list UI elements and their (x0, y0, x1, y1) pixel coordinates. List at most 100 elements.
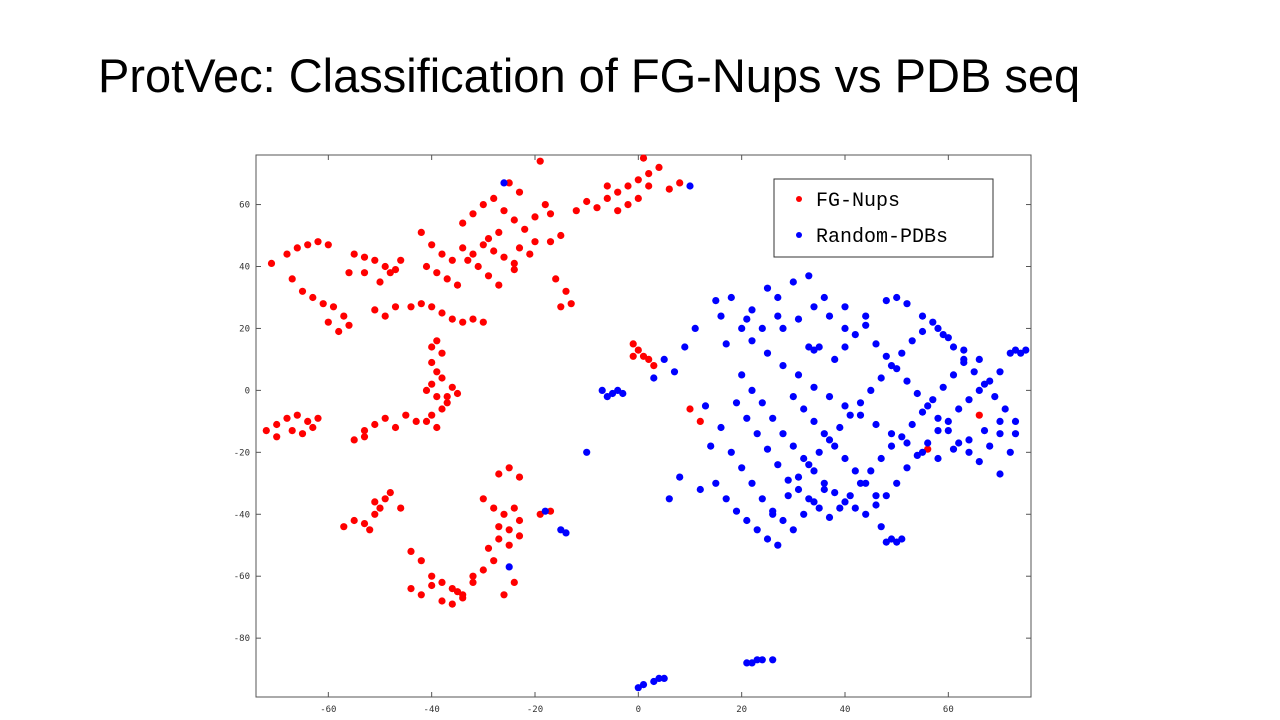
data-point (975, 355, 983, 363)
data-point (515, 516, 524, 525)
data-point (381, 495, 389, 503)
data-point (546, 507, 555, 515)
data-point (309, 293, 317, 302)
data-point (386, 489, 394, 497)
data-point (955, 439, 963, 447)
data-point (422, 417, 431, 425)
data-point (443, 393, 451, 401)
data-point (459, 594, 467, 602)
data-point (738, 371, 746, 379)
data-point (862, 479, 870, 487)
data-point (624, 182, 632, 190)
data-point (428, 581, 436, 590)
data-point (304, 417, 312, 425)
data-point (293, 244, 301, 252)
data-point (918, 408, 927, 416)
data-point (340, 312, 348, 320)
data-point (557, 526, 565, 534)
data-point (918, 448, 927, 456)
data-point (660, 674, 668, 683)
y-tick-label: -20 (234, 448, 250, 458)
data-point (634, 176, 642, 184)
data-point (417, 557, 425, 565)
data-point (841, 303, 849, 311)
data-point (557, 231, 565, 240)
data-point (510, 259, 518, 267)
data-point (758, 656, 766, 664)
data-point (949, 343, 958, 351)
data-point (371, 510, 379, 518)
data-point (996, 368, 1004, 376)
y-tick-label: -80 (234, 634, 250, 644)
data-point (433, 423, 441, 432)
legend-marker-fg-nups (796, 196, 802, 202)
legend-marker-random-pdbs (796, 232, 802, 238)
data-point (769, 510, 777, 518)
data-point (738, 464, 746, 472)
data-point (510, 578, 518, 587)
data-point (810, 467, 818, 475)
data-point (479, 566, 487, 574)
legend-box (773, 178, 994, 258)
data-point (670, 368, 679, 376)
data-point (376, 278, 384, 286)
y-tick-label: -40 (234, 510, 250, 520)
data-point (727, 293, 735, 302)
data-point (887, 535, 896, 543)
data-point (459, 219, 467, 227)
data-points (262, 154, 1030, 692)
data-point (934, 324, 942, 332)
data-point (614, 188, 622, 196)
data-point (593, 204, 601, 212)
data-point (531, 238, 539, 246)
data-point (996, 417, 1004, 425)
data-point (608, 389, 617, 398)
data-point (856, 411, 865, 419)
data-point (898, 433, 906, 441)
data-point (438, 374, 446, 382)
data-point (319, 300, 327, 308)
data-point (753, 526, 761, 534)
data-point (484, 272, 493, 280)
y-tick-label: 40 (239, 262, 250, 272)
data-point (484, 235, 493, 243)
data-point (789, 442, 797, 450)
data-point (924, 445, 932, 453)
data-point (789, 393, 797, 401)
data-point (717, 423, 725, 432)
data-point (934, 414, 942, 422)
data-point (479, 495, 487, 503)
data-point (779, 430, 787, 438)
data-point (438, 578, 446, 587)
data-point (505, 541, 513, 549)
data-point (722, 340, 730, 348)
data-point (500, 591, 508, 599)
data-point (676, 179, 684, 187)
data-point (479, 201, 487, 209)
data-point (531, 213, 539, 221)
data-point (758, 399, 766, 407)
data-point (862, 312, 870, 320)
data-point (856, 399, 865, 407)
data-point (1006, 448, 1014, 456)
data-point (407, 547, 415, 556)
x-tick-label: -40 (424, 705, 440, 715)
data-point (851, 331, 859, 339)
data-point (335, 327, 343, 336)
data-point (748, 659, 756, 667)
data-point (583, 197, 591, 206)
data-point (350, 516, 358, 525)
data-point (758, 495, 766, 503)
data-point (872, 420, 880, 429)
data-point (479, 241, 487, 249)
data-point (505, 179, 513, 187)
data-point (655, 674, 663, 683)
data-point (541, 507, 549, 515)
data-point (805, 461, 813, 469)
data-point (417, 300, 425, 308)
data-point (366, 526, 374, 534)
data-point (794, 485, 803, 494)
data-point (428, 358, 436, 367)
data-point (459, 318, 467, 326)
